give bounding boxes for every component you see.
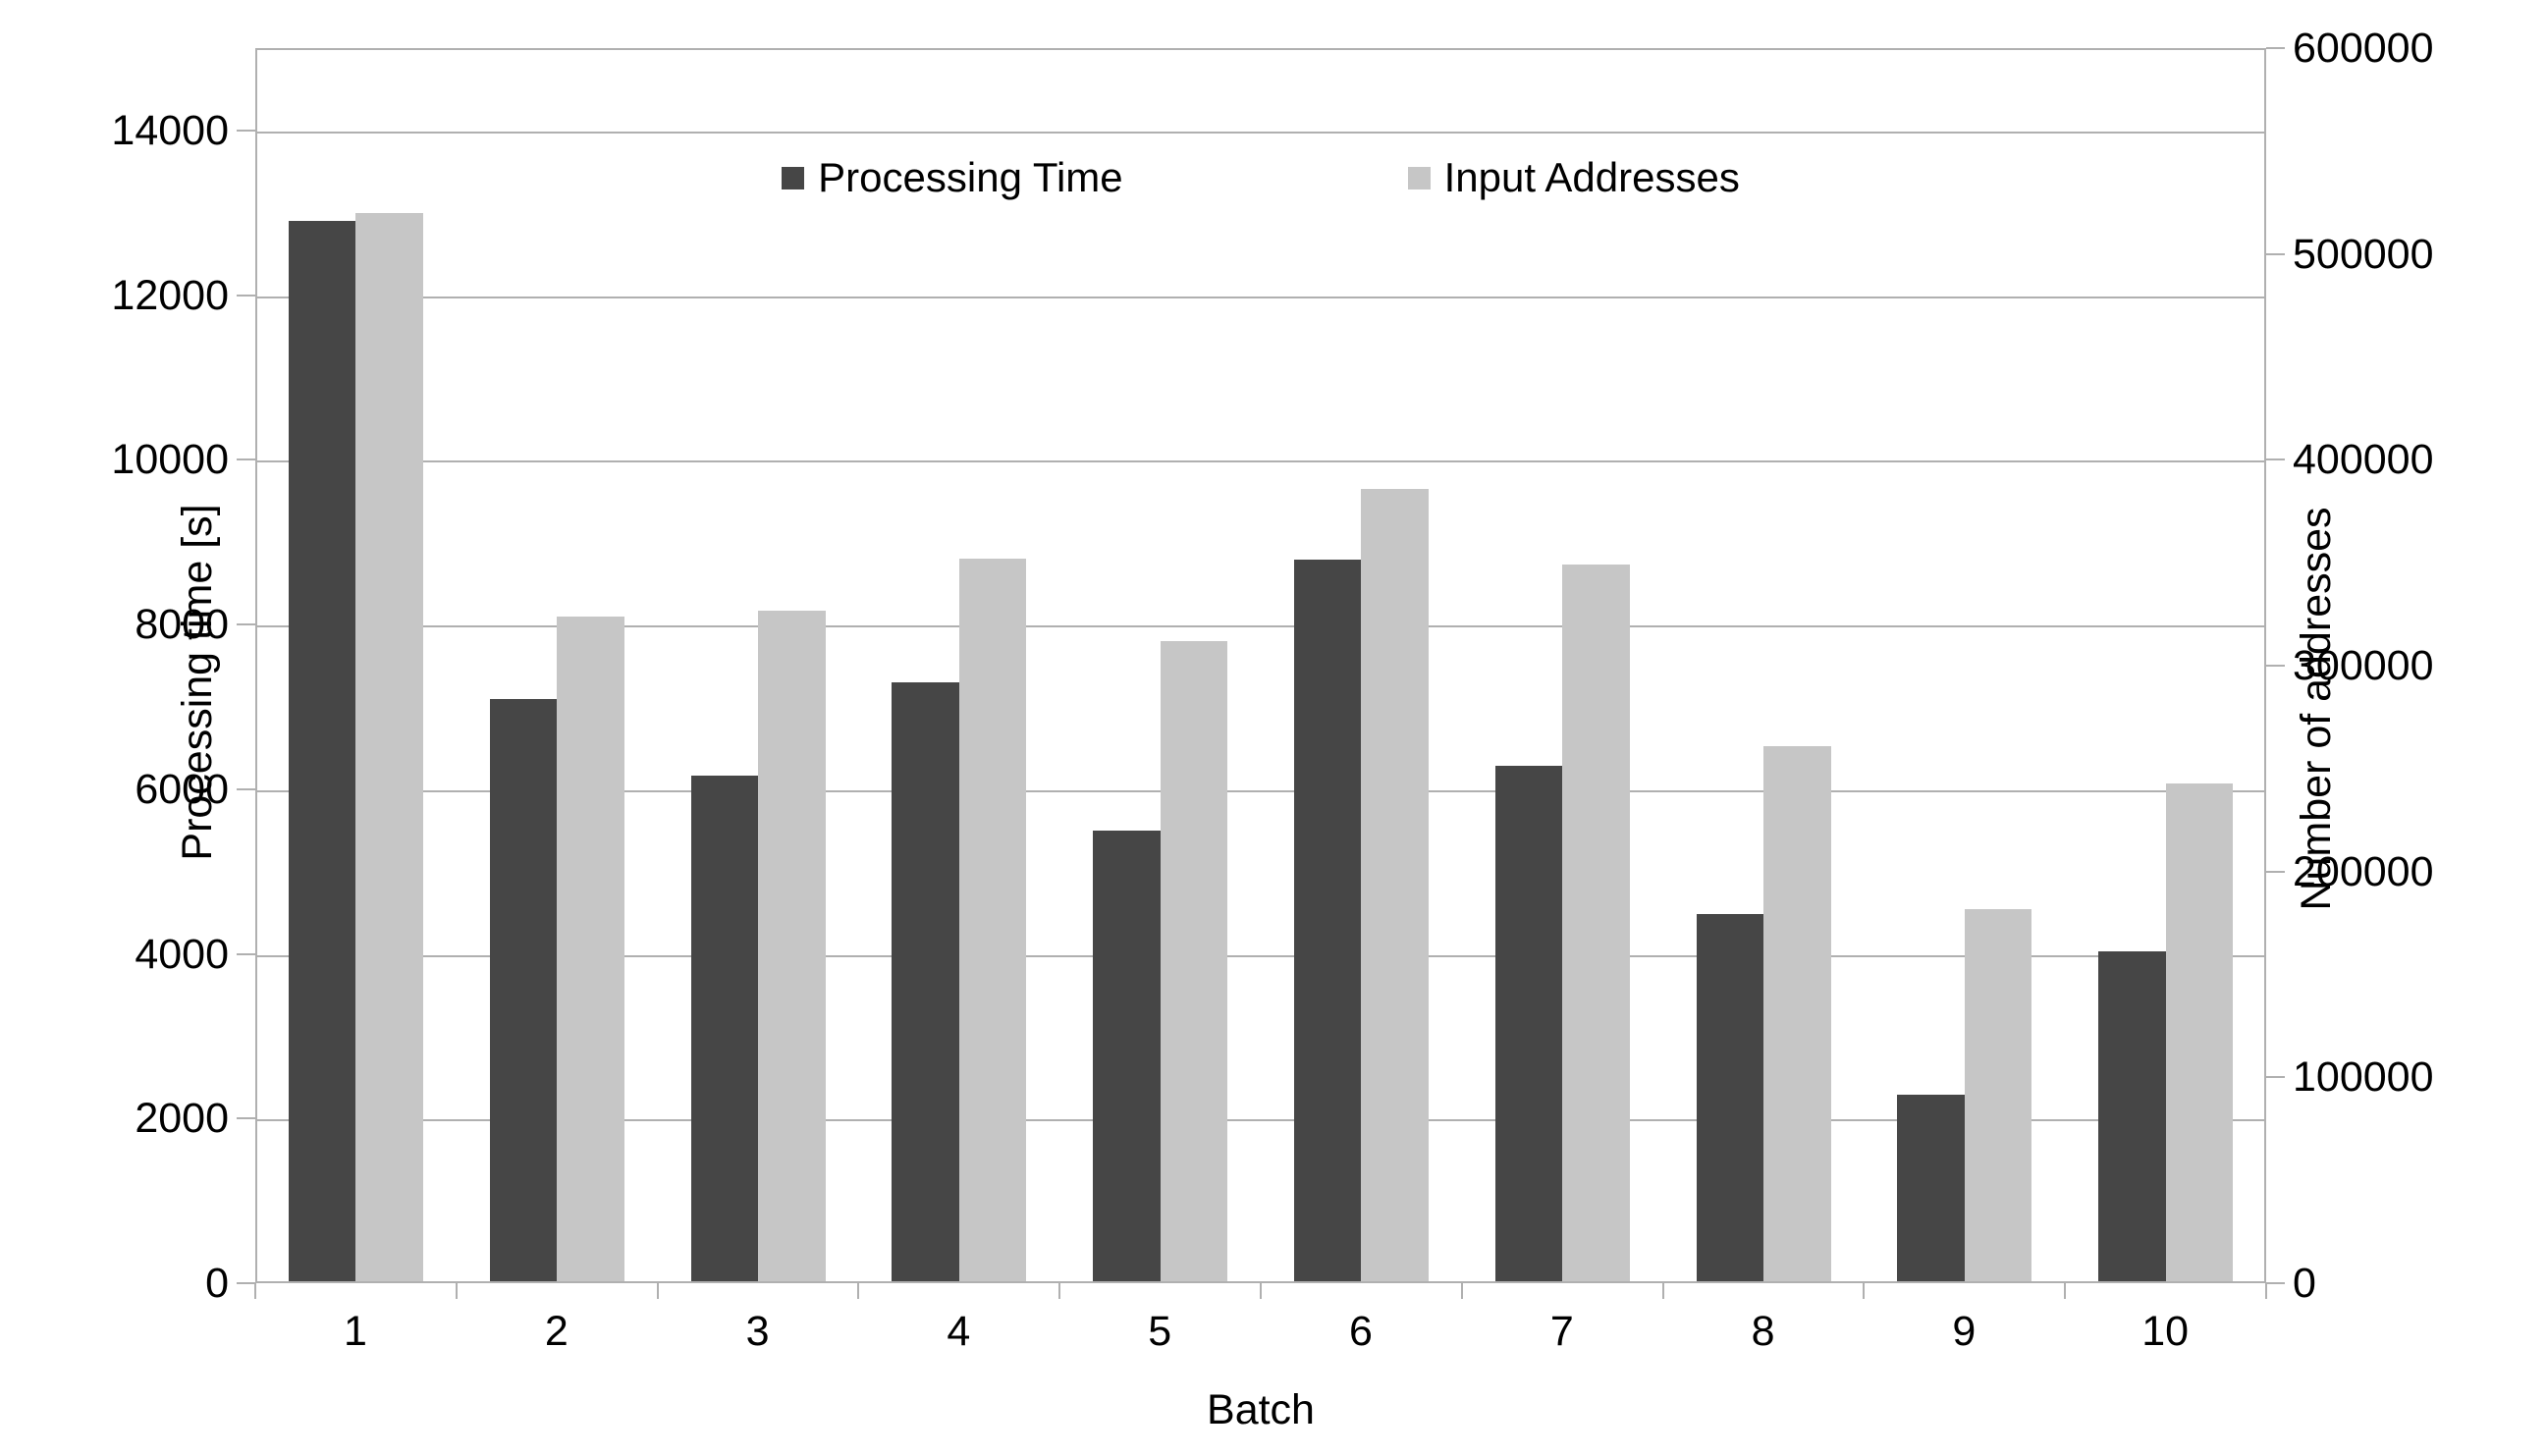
left-axis-tick-label: 2000 xyxy=(135,1095,229,1143)
gridline xyxy=(257,296,2264,298)
x-axis-tick xyxy=(254,1283,256,1299)
bar-input-addresses-batch-3 xyxy=(758,610,826,1281)
legend-item-processing-time: Processing Time xyxy=(782,154,1123,200)
bar-input-addresses-batch-5 xyxy=(1160,640,1228,1281)
x-axis-category-label: 4 xyxy=(947,1308,971,1355)
bar-processing-time-batch-4 xyxy=(892,682,959,1281)
gridline xyxy=(257,131,2264,134)
left-axis-tick xyxy=(237,623,255,626)
legend-item-input-addresses: Input Addresses xyxy=(1407,154,1740,200)
left-axis-tick-label: 14000 xyxy=(111,106,229,154)
x-axis-category-label: 8 xyxy=(1751,1308,1775,1355)
x-axis-category-label: 5 xyxy=(1148,1308,1172,1355)
bar-input-addresses-batch-7 xyxy=(1562,565,1630,1281)
bar-processing-time-batch-3 xyxy=(690,776,758,1281)
x-axis-tick xyxy=(2265,1283,2267,1299)
gridline xyxy=(257,789,2264,792)
bar-processing-time-batch-2 xyxy=(489,699,558,1281)
x-axis-tick xyxy=(1260,1283,1262,1299)
right-axis-tick-label: 0 xyxy=(2293,1260,2316,1307)
x-axis-category-label: 9 xyxy=(1952,1308,1977,1355)
bar-input-addresses-batch-4 xyxy=(958,559,1027,1281)
x-axis-title: Batch xyxy=(1207,1386,1315,1433)
left-axis-tick xyxy=(237,458,255,461)
plot-area xyxy=(255,48,2266,1283)
bar-processing-time-batch-5 xyxy=(1093,831,1161,1281)
legend-swatch-input-addresses-icon xyxy=(1407,166,1431,189)
left-axis-tick-label: 10000 xyxy=(111,436,229,484)
right-axis-tick xyxy=(2266,870,2285,873)
bar-processing-time-batch-6 xyxy=(1293,560,1362,1281)
bar-processing-time-batch-7 xyxy=(1494,766,1563,1281)
left-axis-tick-label: 12000 xyxy=(111,271,229,319)
gridline xyxy=(257,1119,2264,1122)
bar-input-addresses-batch-8 xyxy=(1763,745,1831,1281)
bar-input-addresses-batch-2 xyxy=(557,616,624,1281)
x-axis-tick xyxy=(656,1283,659,1299)
x-axis-tick xyxy=(1863,1283,1866,1299)
bar-input-addresses-batch-6 xyxy=(1361,488,1429,1281)
right-axis-tick-label: 400000 xyxy=(2293,436,2434,484)
right-axis-tick xyxy=(2266,1282,2285,1284)
legend-label-input-addresses: Input Addresses xyxy=(1443,154,1740,200)
right-axis-tick-label: 600000 xyxy=(2293,25,2434,72)
gridline xyxy=(257,625,2264,628)
x-axis-tick xyxy=(857,1283,860,1299)
x-axis-category-label: 10 xyxy=(2141,1308,2190,1355)
bar-processing-time-batch-10 xyxy=(2098,950,2166,1281)
left-axis-tick-label: 0 xyxy=(205,1260,229,1307)
bar-input-addresses-batch-10 xyxy=(2165,782,2234,1281)
right-axis-tick-label: 500000 xyxy=(2293,230,2434,278)
legend-swatch-processing-time-icon xyxy=(782,166,805,189)
right-axis-tick xyxy=(2266,458,2285,461)
x-axis-category-label: 1 xyxy=(344,1308,367,1355)
left-axis-tick-label: 4000 xyxy=(135,930,229,978)
bar-processing-time-batch-1 xyxy=(288,220,356,1281)
x-axis-tick xyxy=(1661,1283,1664,1299)
legend: Processing Time Input Addresses xyxy=(255,155,2266,200)
x-axis-category-label: 3 xyxy=(745,1308,770,1355)
gridline xyxy=(257,954,2264,957)
left-axis-tick xyxy=(237,952,255,955)
right-axis-tick xyxy=(2266,665,2285,667)
bar-input-addresses-batch-9 xyxy=(1964,908,2032,1281)
x-axis-category-label: 6 xyxy=(1349,1308,1373,1355)
left-axis-tick-label: 6000 xyxy=(135,765,229,813)
x-axis-tick xyxy=(2064,1283,2067,1299)
left-axis-tick xyxy=(237,294,255,297)
right-axis-tick xyxy=(2266,1076,2285,1079)
bar-input-addresses-batch-1 xyxy=(355,212,423,1281)
left-axis-tick-label: 8000 xyxy=(135,601,229,649)
x-axis-tick xyxy=(1058,1283,1061,1299)
right-axis-tick-label: 300000 xyxy=(2293,642,2434,689)
gridline xyxy=(257,460,2264,463)
right-axis-tick-label: 200000 xyxy=(2293,847,2434,895)
left-axis-tick xyxy=(237,787,255,790)
right-axis-tick-label: 100000 xyxy=(2293,1053,2434,1102)
legend-label-processing-time: Processing Time xyxy=(818,154,1123,200)
bar-processing-time-batch-8 xyxy=(1696,913,1763,1281)
right-axis-tick xyxy=(2266,252,2285,255)
x-axis-tick xyxy=(455,1283,458,1299)
right-axis-tick xyxy=(2266,47,2285,49)
x-axis-category-label: 7 xyxy=(1549,1308,1574,1355)
x-axis-category-label: 2 xyxy=(544,1308,569,1355)
left-axis-tick xyxy=(237,129,255,132)
left-axis-tick xyxy=(237,1282,255,1284)
bar-processing-time-batch-9 xyxy=(1897,1094,1965,1281)
x-axis-tick xyxy=(1460,1283,1463,1299)
left-axis-tick xyxy=(237,1117,255,1120)
